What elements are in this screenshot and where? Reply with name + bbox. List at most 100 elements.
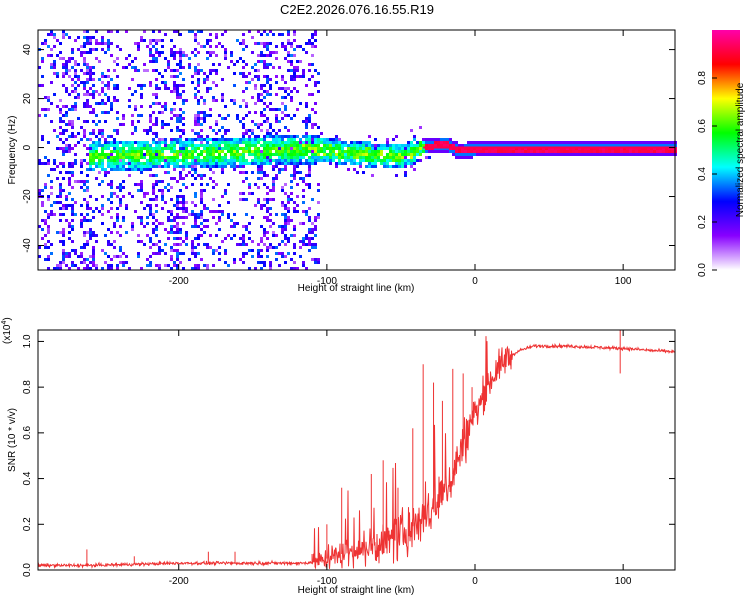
spectrogram-cell bbox=[281, 201, 284, 204]
spectrogram-cell bbox=[266, 207, 269, 210]
spectrogram-cell bbox=[101, 39, 104, 42]
spectrogram-cell bbox=[89, 39, 92, 42]
spectrogram-cell bbox=[146, 69, 149, 72]
spectrogram-cell bbox=[467, 156, 470, 159]
spectrogram-cell bbox=[263, 159, 266, 162]
spectrogram-cell bbox=[89, 168, 92, 171]
spectrogram-cell bbox=[53, 36, 56, 39]
spectrogram-cell bbox=[350, 156, 353, 159]
spectrogram-cell bbox=[149, 261, 152, 264]
spectrogram-cell bbox=[293, 228, 296, 231]
spectrogram-cell bbox=[62, 150, 65, 153]
spectrogram-cell bbox=[617, 150, 620, 153]
spectrogram-cell bbox=[242, 141, 245, 144]
spectrogram-cell bbox=[221, 126, 224, 129]
spectrogram-cell bbox=[203, 78, 206, 81]
spectrogram-cell bbox=[170, 39, 173, 42]
spectrogram-cell bbox=[263, 138, 266, 141]
spectrogram-cell bbox=[62, 249, 65, 252]
spectrogram-cell bbox=[191, 210, 194, 213]
spectrogram-cell bbox=[221, 99, 224, 102]
spectrogram-cell bbox=[212, 51, 215, 54]
spectrogram-cell bbox=[194, 204, 197, 207]
spectrogram-cell bbox=[188, 171, 191, 174]
spectrogram-cell bbox=[173, 69, 176, 72]
spectrogram-cell bbox=[74, 72, 77, 75]
spectrogram-cell bbox=[404, 147, 407, 150]
spectrogram-cell bbox=[230, 138, 233, 141]
spectrogram-cell bbox=[311, 243, 314, 246]
spectrogram-cell bbox=[389, 159, 392, 162]
spectrogram-cell bbox=[155, 57, 158, 60]
spectrogram-cell bbox=[176, 156, 179, 159]
spectrogram-cell bbox=[260, 51, 263, 54]
spectrogram-cell bbox=[287, 30, 290, 33]
spectrogram-cell bbox=[68, 162, 71, 165]
spectrogram-cell bbox=[557, 141, 560, 144]
spectrogram-cell bbox=[161, 192, 164, 195]
spectrogram-cell bbox=[140, 216, 143, 219]
spectrogram-cell bbox=[158, 252, 161, 255]
spectrogram-cell bbox=[98, 156, 101, 159]
spectrogram-cell bbox=[119, 261, 122, 264]
spectrogram-cell bbox=[89, 147, 92, 150]
spectrogram-cell bbox=[68, 231, 71, 234]
spectrogram-cell bbox=[338, 150, 341, 153]
spectrogram-cell bbox=[119, 141, 122, 144]
spectrogram-cell bbox=[71, 126, 74, 129]
spectrogram-cell bbox=[557, 144, 560, 147]
spectrogram-cell bbox=[305, 144, 308, 147]
spectrogram-cell bbox=[89, 72, 92, 75]
spectrogram-cell bbox=[365, 150, 368, 153]
spectrogram-cell bbox=[65, 72, 68, 75]
spectrogram-cell bbox=[266, 231, 269, 234]
spectrogram-cell bbox=[173, 225, 176, 228]
spectrogram-cell bbox=[86, 147, 89, 150]
spectrogram-cell bbox=[386, 138, 389, 141]
spectrogram-cell bbox=[200, 141, 203, 144]
spectrogram-cell bbox=[56, 195, 59, 198]
spectrogram-cell bbox=[263, 141, 266, 144]
spectrogram-cell bbox=[551, 141, 554, 144]
spectrogram-cell bbox=[74, 96, 77, 99]
spectrogram-cell bbox=[86, 138, 89, 141]
spectrogram-cell bbox=[521, 153, 524, 156]
spectrogram-cell bbox=[245, 105, 248, 108]
spectrogram-cell bbox=[293, 225, 296, 228]
spectrogram-cell bbox=[113, 168, 116, 171]
spectrogram-cell bbox=[428, 138, 431, 141]
spectrogram-cell bbox=[62, 240, 65, 243]
spectrogram-cell bbox=[128, 192, 131, 195]
spectrogram-cell bbox=[125, 141, 128, 144]
spectrogram-cell bbox=[344, 162, 347, 165]
spectrogram-cell bbox=[176, 90, 179, 93]
spectrogram-cell bbox=[413, 147, 416, 150]
spectrogram-cell bbox=[419, 150, 422, 153]
spectrogram-cell bbox=[203, 120, 206, 123]
spectrogram-cell bbox=[362, 153, 365, 156]
spectrogram-cell bbox=[242, 60, 245, 63]
spectrogram-cell bbox=[146, 129, 149, 132]
spectrogram-cell bbox=[293, 147, 296, 150]
spectrogram-cell bbox=[596, 141, 599, 144]
spectrogram-cell bbox=[275, 57, 278, 60]
spectrogram-cell bbox=[458, 150, 461, 153]
spectrogram-cell bbox=[653, 144, 656, 147]
spectrogram-cell bbox=[116, 165, 119, 168]
spectrogram-cell bbox=[122, 117, 125, 120]
spectrogram-cell bbox=[86, 207, 89, 210]
spectrogram-cell bbox=[170, 228, 173, 231]
spectrogram-cell bbox=[125, 153, 128, 156]
spectrogram-cell bbox=[137, 84, 140, 87]
spectrogram-cell bbox=[104, 75, 107, 78]
spectrogram-cell bbox=[191, 165, 194, 168]
spectrogram-cell bbox=[287, 54, 290, 57]
spectrogram-cell bbox=[389, 147, 392, 150]
spectrogram-cell bbox=[656, 144, 659, 147]
spectrogram-cell bbox=[383, 162, 386, 165]
spectrogram-cell bbox=[269, 213, 272, 216]
spectrogram-cell bbox=[173, 216, 176, 219]
spectrogram-cell bbox=[242, 255, 245, 258]
spectrogram-cell bbox=[191, 162, 194, 165]
spectrogram-cell bbox=[149, 105, 152, 108]
